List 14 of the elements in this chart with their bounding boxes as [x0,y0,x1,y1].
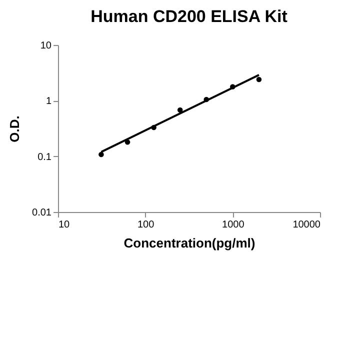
x-tick-label: 100 [137,220,155,230]
x-axis-title: Concentration(pg/ml) [124,236,256,250]
point [177,107,183,113]
y-tick-label: 0.01 [32,208,52,218]
y-tick-label: 1 [46,96,52,108]
y-tick-label: 0.1 [38,152,52,163]
x-tick-label: 10000 [292,220,321,230]
point [256,76,262,82]
y-axis-title: O.D. [7,116,22,142]
x-tick-label: 10 [58,220,70,230]
point [98,152,104,158]
x-tick-label: 1000 [222,220,245,230]
chart-title: Human CD200 ELISA Kit [90,7,288,26]
y-tick-label: 10 [40,40,52,52]
